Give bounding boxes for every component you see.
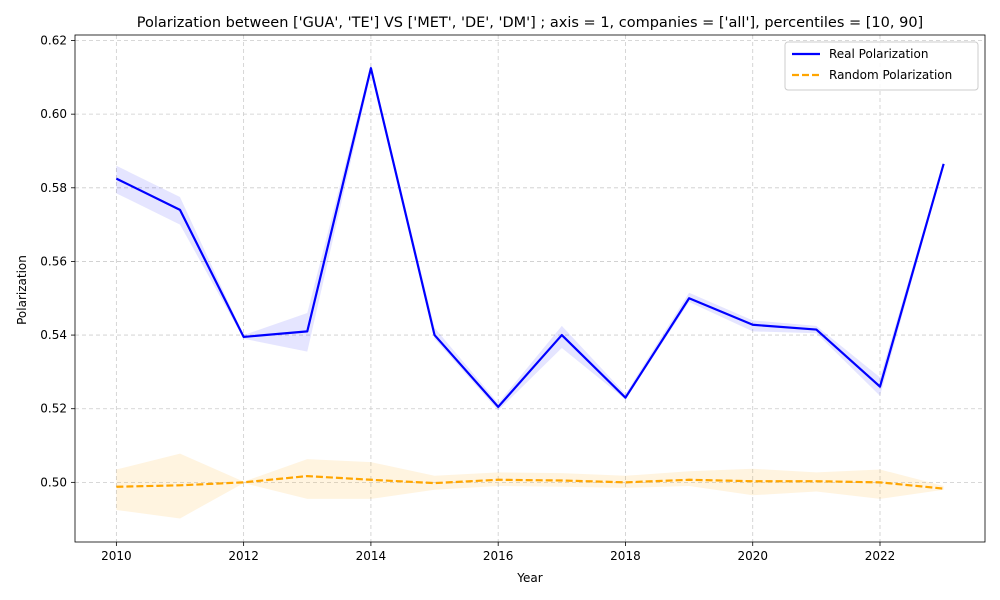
legend-label-random: Random Polarization	[829, 68, 952, 82]
x-tick-label: 2014	[356, 549, 387, 563]
chart-title: Polarization between ['GUA', 'TE'] VS ['…	[137, 15, 923, 31]
legend-label-real: Real Polarization	[829, 47, 928, 61]
x-tick-label: 2012	[228, 549, 259, 563]
y-tick-label: 0.62	[40, 34, 67, 48]
y-axis-label: Polarization	[15, 255, 29, 325]
x-tick-label: 2016	[483, 549, 514, 563]
y-axis-ticks: 0.50 0.52 0.54 0.56 0.58 0.60 0.62	[40, 34, 75, 489]
series-0-line	[115, 67, 945, 408]
x-axis-ticks: 2010 2012 2014 2016 2018 2020 2022	[101, 542, 895, 563]
y-tick-label: 0.56	[40, 254, 67, 268]
x-tick-label: 2022	[865, 549, 896, 563]
series-1-band	[116, 453, 944, 519]
x-tick-label: 2010	[101, 549, 132, 563]
legend: Real Polarization Random Polarization	[784, 41, 979, 91]
confidence-bands	[116, 64, 944, 519]
x-axis-label: Year	[516, 571, 542, 585]
y-tick-label: 0.50	[40, 475, 67, 489]
y-tick-label: 0.54	[40, 328, 67, 342]
x-tick-label: 2018	[610, 549, 641, 563]
series-1-line	[116, 474, 944, 490]
series-0-band	[116, 64, 944, 411]
x-tick-label: 2020	[737, 549, 768, 563]
y-tick-label: 0.52	[40, 402, 67, 416]
grid	[75, 35, 985, 542]
legend-box	[784, 41, 979, 91]
y-tick-label: 0.60	[40, 107, 67, 121]
y-tick-label: 0.58	[40, 181, 67, 195]
series-lines	[115, 67, 945, 490]
plot-frame	[74, 34, 986, 543]
